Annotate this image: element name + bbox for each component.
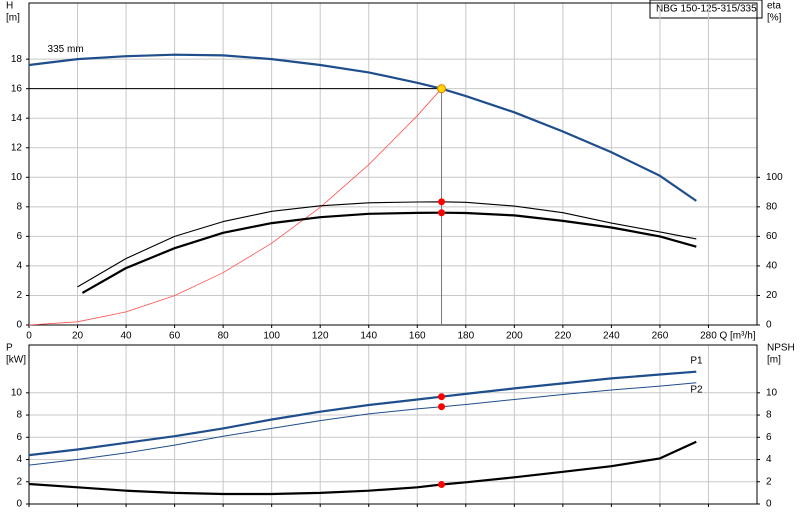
y-tick-label: 4	[16, 454, 22, 465]
series-line	[81, 211, 697, 294]
series-label: P2	[690, 384, 703, 395]
y-axis-label: [kW]	[6, 355, 26, 366]
y2-tick-label: 0	[766, 499, 772, 510]
series-label: P1	[690, 355, 703, 366]
y-tick-label: 2	[16, 476, 22, 487]
x-axis-label: Q [m³/h]	[719, 331, 755, 342]
x-tick-label: 60	[169, 331, 181, 342]
y-tick-label: 8	[16, 201, 22, 212]
y2-axis-label: NPSH	[767, 343, 795, 354]
operating-marker	[438, 209, 446, 217]
y-tick-label: 2	[16, 290, 22, 301]
y-tick-label: 6	[16, 432, 22, 443]
y-axis-label: [m]	[6, 13, 20, 24]
x-tick-label: 240	[603, 331, 620, 342]
operating-marker	[438, 393, 446, 401]
y2-tick-label: 0	[766, 320, 772, 331]
y2-tick-label: 4	[766, 454, 772, 465]
chart-title: NBG 150-125-315/335	[656, 4, 757, 15]
x-tick-label: 0	[26, 331, 32, 342]
y2-tick-label: 2	[766, 476, 772, 487]
y-tick-label: 12	[11, 142, 23, 153]
operating-marker	[438, 198, 446, 206]
x-tick-label: 20	[72, 331, 84, 342]
series-line	[28, 88, 442, 326]
x-tick-label: 40	[121, 331, 133, 342]
x-tick-label: 220	[555, 331, 572, 342]
x-tick-label: 160	[409, 331, 426, 342]
duty-point	[437, 84, 447, 94]
x-tick-label: 180	[457, 331, 474, 342]
y2-tick-label: 10	[766, 387, 778, 398]
y-axis-label: P	[6, 343, 13, 354]
series-line	[77, 201, 697, 288]
y-tick-label: 8	[16, 410, 22, 421]
y2-axis-label: [%]	[767, 13, 782, 24]
y2-tick-label: 8	[766, 410, 772, 421]
y-tick-label: 16	[11, 83, 23, 94]
plot-frame	[28, 2, 758, 326]
y2-tick-label: 80	[766, 201, 778, 212]
y2-axis-label: eta	[767, 1, 781, 12]
x-tick-label: 140	[360, 331, 377, 342]
x-tick-label: 260	[652, 331, 669, 342]
series-label: 335 mm	[48, 44, 84, 55]
y-tick-label: 6	[16, 231, 22, 242]
y2-tick-label: 60	[766, 231, 778, 242]
series-line	[28, 370, 697, 457]
y-tick-label: 10	[11, 387, 23, 398]
x-tick-label: 280	[700, 331, 717, 342]
y2-tick-label: 6	[766, 432, 772, 443]
y-tick-label: 10	[11, 172, 23, 183]
x-tick-label: 80	[218, 331, 230, 342]
y-tick-label: 14	[11, 113, 23, 124]
operating-marker	[438, 481, 446, 489]
title-box	[649, 0, 763, 19]
series-line	[28, 440, 697, 496]
plot-frame	[28, 344, 758, 505]
x-tick-label: 200	[506, 331, 523, 342]
y-axis-label: H	[6, 1, 13, 12]
y2-tick-label: 20	[766, 290, 778, 301]
x-tick-label: 120	[312, 331, 329, 342]
x-tick-label: 100	[263, 331, 280, 342]
y2-tick-label: 100	[766, 172, 783, 183]
y2-axis-label: [m]	[767, 355, 781, 366]
operating-marker	[438, 403, 446, 411]
y2-tick-label: 40	[766, 261, 778, 272]
y-tick-label: 0	[16, 320, 22, 331]
series-line	[28, 53, 697, 202]
y-tick-label: 0	[16, 499, 22, 510]
y-tick-label: 18	[11, 54, 23, 65]
series-line	[28, 382, 697, 466]
y-tick-label: 4	[16, 261, 22, 272]
